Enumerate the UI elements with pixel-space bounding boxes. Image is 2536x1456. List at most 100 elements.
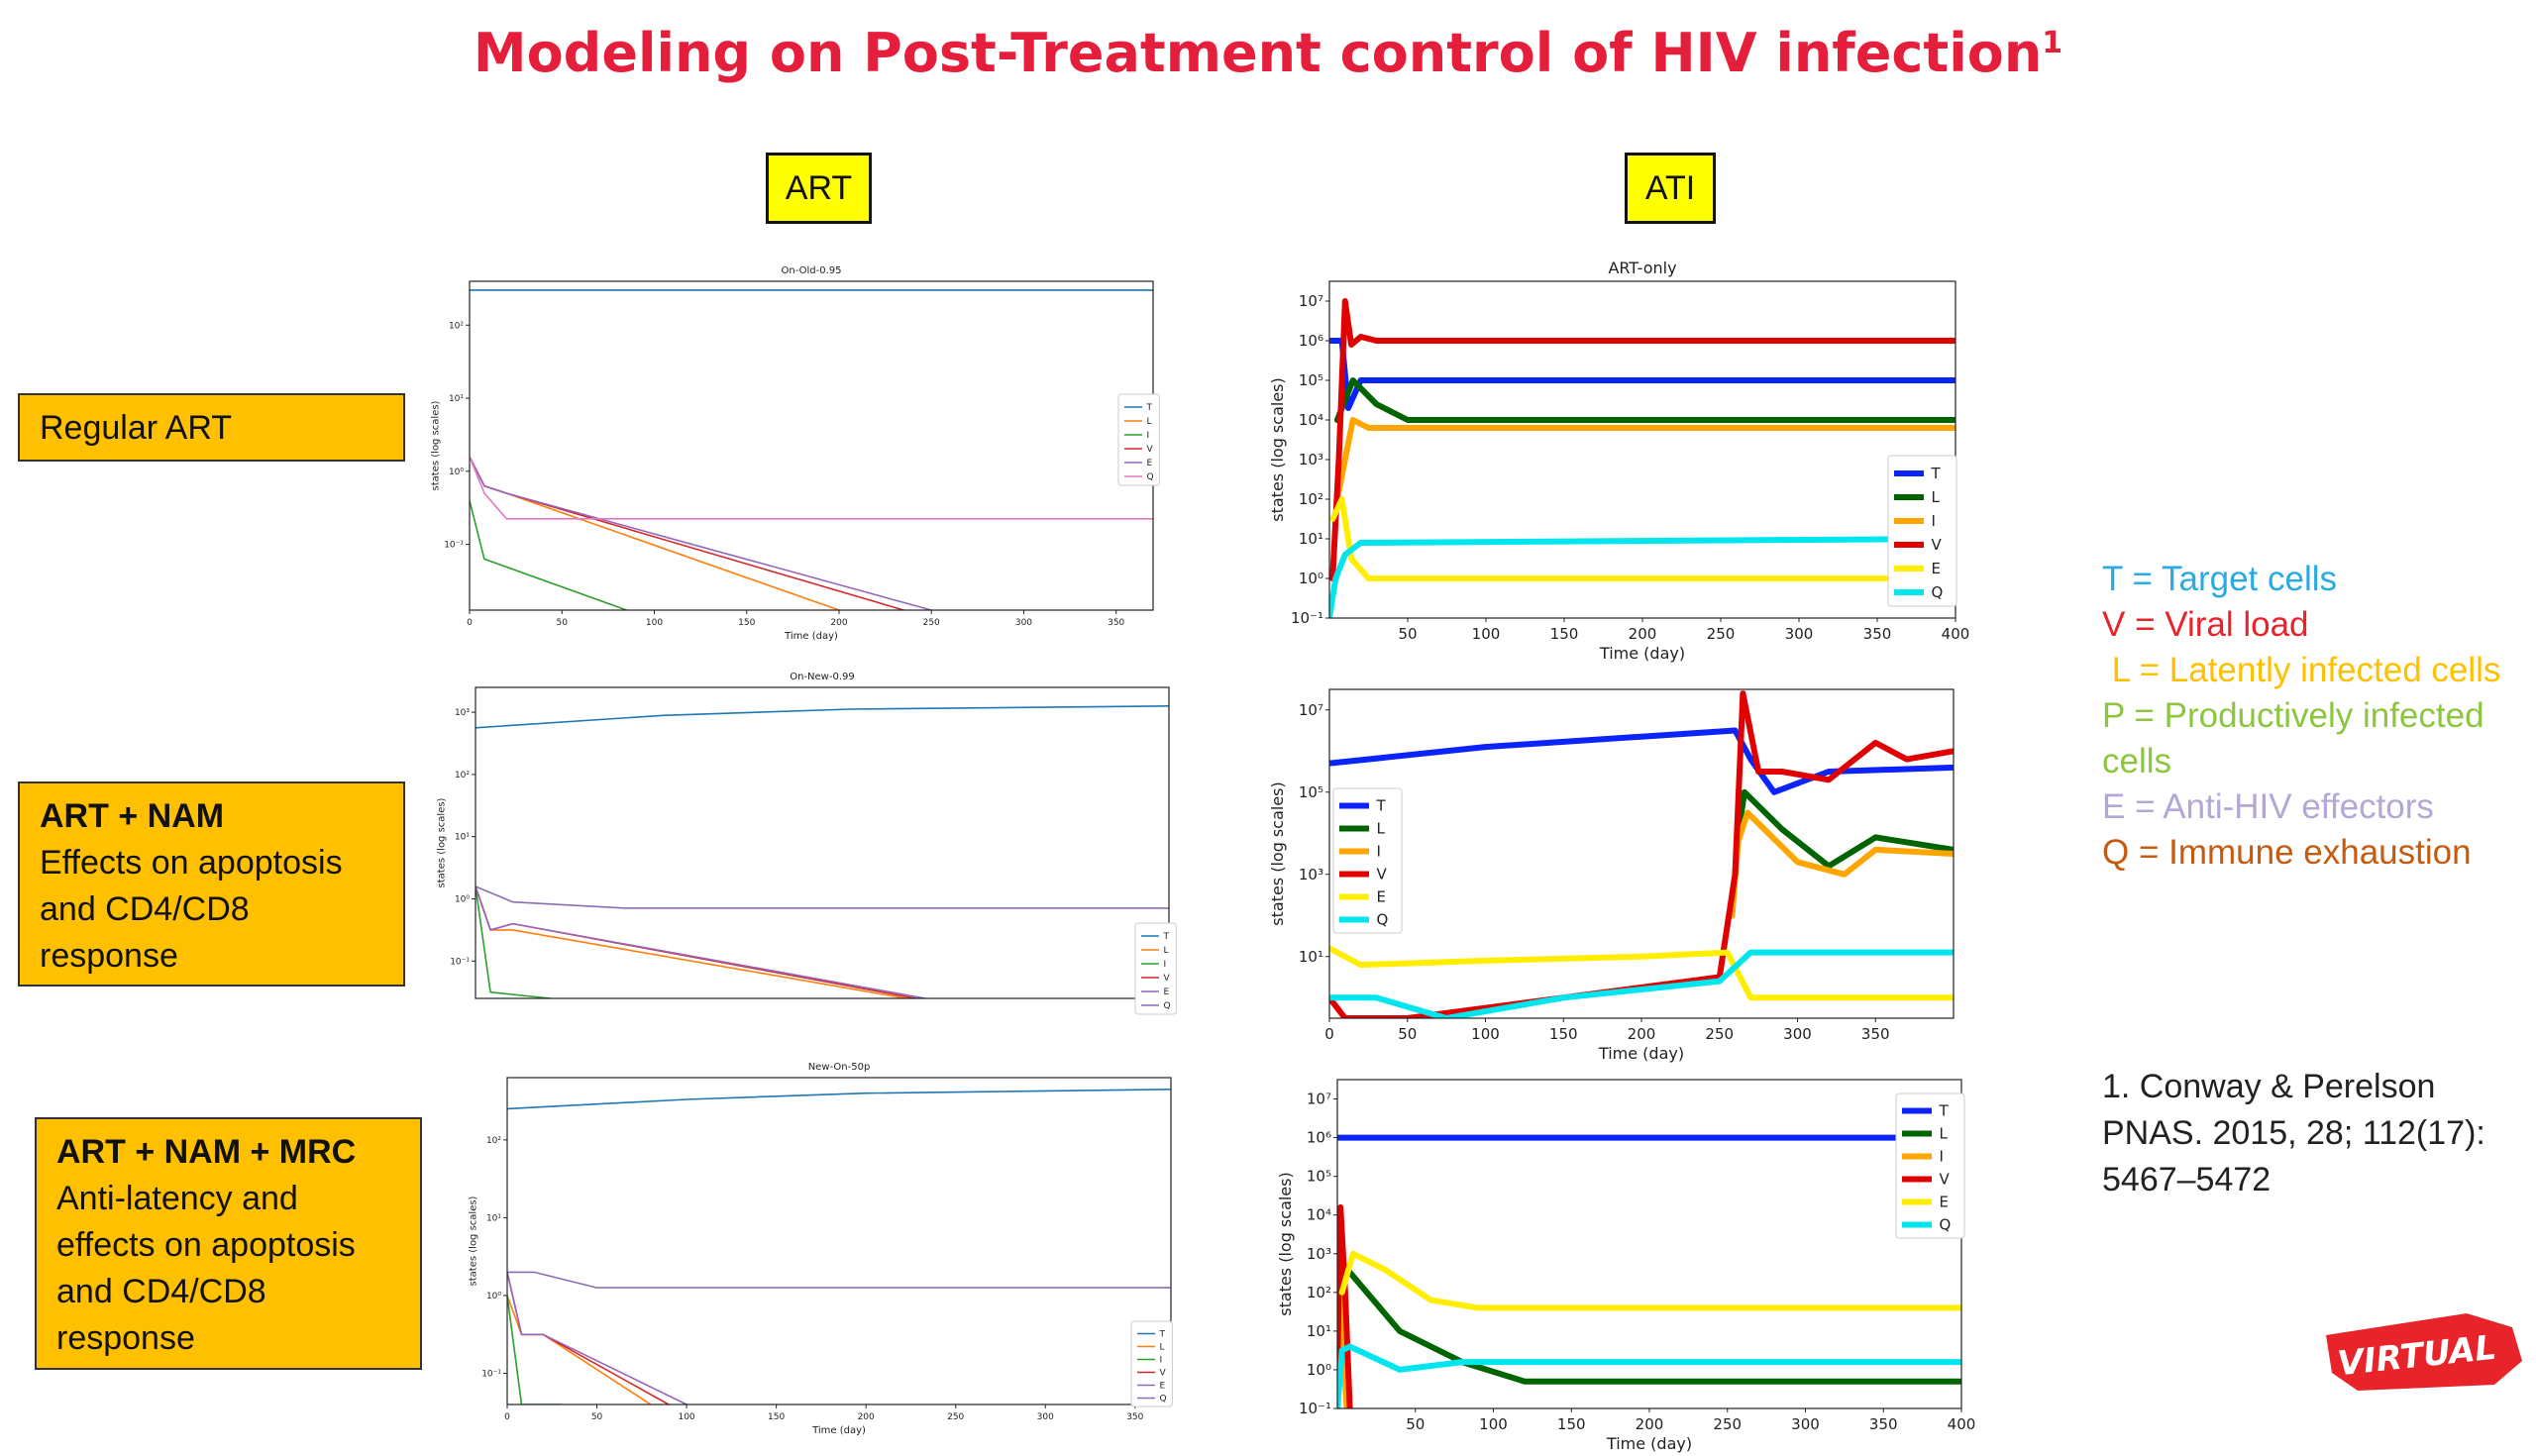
legend-label-q: Q — [1160, 1395, 1167, 1404]
y-tick-label: 10³ — [455, 708, 470, 718]
x-axis-label: Time (day) — [1606, 1434, 1692, 1453]
y-axis-label: states (log scales) — [437, 797, 448, 887]
y-tick-label: 10⁻¹ — [481, 1370, 501, 1380]
series-line-i — [470, 499, 628, 610]
legend-label-e: E — [1940, 1194, 1949, 1211]
x-tick-label: 100 — [646, 618, 663, 628]
y-tick-label: 10⁷ — [1299, 701, 1323, 719]
legend-label-e: E — [1147, 459, 1153, 468]
series-line-t — [476, 705, 1169, 729]
y-tick-label: 10⁴ — [1307, 1206, 1331, 1224]
series-group — [1337, 1134, 1961, 1408]
column-header-ati: ATI — [1625, 153, 1716, 224]
legend-label-q: Q — [1377, 911, 1389, 929]
legend-label-q: Q — [1164, 1001, 1171, 1011]
chart-ati-nam: 0 50 100 150 200 250 300 350 10⁷ 10⁵ 10³ 10¹ Time (d… — [1268, 674, 1981, 1063]
chart-title: On-New-0.99 — [790, 672, 855, 682]
y-axis-label: states (log scales) — [1268, 377, 1287, 521]
x-tick-label: 50 — [1406, 1415, 1425, 1433]
y-tick-label: 10⁷ — [1307, 1091, 1331, 1108]
x-tick-label: 100 — [1471, 1025, 1500, 1043]
series-line-e — [476, 885, 926, 998]
series-line-i — [507, 1295, 563, 1404]
legend-label-i: I — [1377, 843, 1381, 861]
y-axis-label: states (log scales) — [431, 400, 442, 490]
x-tick-label: 50 — [557, 618, 569, 628]
y-tick-label: 10² — [455, 771, 470, 780]
x-tick-label: 300 — [1791, 1415, 1820, 1433]
series-line-i — [476, 885, 552, 998]
series-line-l — [1333, 377, 1955, 423]
y-tick-label: 10¹ — [1299, 948, 1323, 966]
series-line-q — [470, 456, 1153, 520]
x-tick-label: 400 — [1942, 625, 1970, 643]
y-tick-label: 10⁰ — [1307, 1361, 1331, 1379]
y-tick-label: 10⁵ — [1307, 1168, 1331, 1186]
legend-label-l: L — [1377, 820, 1386, 838]
x-tick-label: 350 — [1863, 625, 1892, 643]
y-tick-label: 10² — [486, 1136, 501, 1146]
legend-label-t: T — [1159, 1330, 1166, 1340]
plot-frame — [469, 280, 1154, 611]
y-axis-label: states (log scales) — [1276, 1172, 1295, 1315]
series-line-v — [1329, 298, 1955, 581]
y-tick-label: 10⁴ — [1299, 411, 1323, 429]
series-line-t — [507, 1089, 1171, 1110]
legend-label-v: V — [1160, 1369, 1167, 1379]
y-tick-label: 10⁶ — [1299, 332, 1323, 350]
legend-label-l: L — [1940, 1125, 1949, 1143]
y-tick-label: 10⁶ — [1307, 1129, 1331, 1147]
x-tick-label: 0 — [504, 1412, 510, 1422]
plot-frame — [506, 1077, 1172, 1405]
legend-box — [1895, 1092, 1965, 1239]
y-axis-label: states (log scales) — [469, 1196, 479, 1286]
series-line-v — [470, 456, 904, 610]
series-line-i — [1729, 809, 1954, 919]
series-line-t — [1329, 338, 1955, 411]
y-tick-label: 10⁰ — [486, 1292, 501, 1301]
x-tick-label: 250 — [923, 618, 940, 628]
chart-art-regular: On-Old-0.95 0 50 100 150 200 250 300 350 10² 10¹ 10… — [431, 260, 1189, 642]
legend-label-i: I — [1147, 431, 1150, 441]
y-axis-label: states (log scales) — [1268, 781, 1287, 925]
legend-label-q: Q — [1147, 472, 1154, 482]
legend-label-t: T — [1163, 932, 1170, 942]
x-tick-label: 200 — [1636, 1415, 1664, 1433]
legend-label-t: T — [1939, 1102, 1950, 1120]
legend-label-i: I — [1940, 1148, 1944, 1166]
y-tick-label: 10¹ — [449, 394, 464, 404]
legend-label-v: V — [1147, 445, 1154, 455]
x-tick-label: 350 — [1108, 618, 1124, 628]
legend-label-q: Q — [1940, 1216, 1952, 1234]
series-line-v — [1329, 690, 1954, 1018]
series-line-e — [1338, 1250, 1961, 1311]
x-tick-label: 150 — [1549, 1025, 1578, 1043]
series-line-q — [476, 885, 1169, 909]
chart-title: On-Old-0.95 — [782, 265, 842, 276]
x-tick-label: 200 — [1629, 625, 1657, 643]
x-tick-label: 0 — [467, 618, 473, 628]
y-tick-label: 10⁻¹ — [1299, 1400, 1331, 1417]
legend-box — [1887, 455, 1957, 607]
legend-label-t: T — [1376, 797, 1387, 815]
series-line-e — [1329, 945, 1954, 1001]
x-tick-label: 150 — [768, 1412, 785, 1422]
series-line-e — [470, 456, 932, 610]
y-tick-label: 10⁻¹ — [450, 957, 470, 967]
virtual-badge-logo: VIRTUAL — [2318, 1303, 2526, 1395]
row-label-art-nam: ART + NAM Effects on apoptosis and CD4/C… — [18, 781, 405, 987]
legend-label-q: Q — [1932, 583, 1944, 601]
x-tick-label: 50 — [1398, 1025, 1417, 1043]
series-group — [507, 1089, 1171, 1404]
legend-label-e: E — [1164, 988, 1170, 997]
legend-p-cont: cells — [2102, 742, 2172, 780]
legend-v: V = Viral load — [2102, 605, 2309, 644]
y-tick-label: 10¹ — [1307, 1322, 1331, 1340]
x-tick-label: 200 — [1628, 1025, 1656, 1043]
y-tick-label: 10¹ — [486, 1213, 501, 1223]
legend-label-l: L — [1147, 417, 1152, 427]
x-tick-label: 0 — [1324, 1025, 1334, 1043]
x-tick-label: 350 — [1861, 1025, 1890, 1043]
x-tick-label: 100 — [678, 1412, 694, 1422]
column-header-art: ART — [766, 153, 872, 224]
